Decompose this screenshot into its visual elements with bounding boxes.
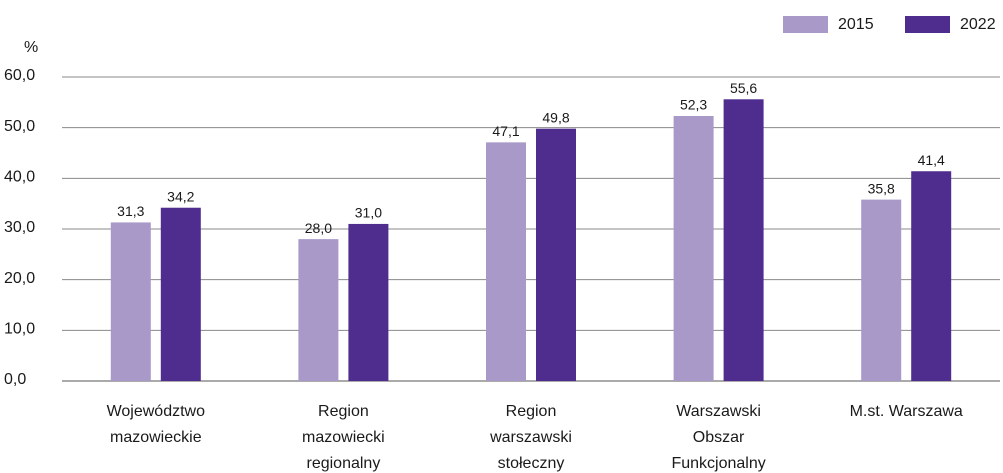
y-tick-label: 10,0 [4, 321, 35, 338]
bar [486, 142, 526, 381]
value-label: 47,1 [492, 123, 519, 139]
x-tick-label: Województwo [107, 403, 206, 420]
y-tick-label: 40,0 [4, 169, 35, 186]
bar [861, 199, 902, 381]
y-tick-label: 50,0 [4, 118, 35, 135]
y-tick-label: 60,0 [4, 67, 35, 84]
legend-label: 2015 [838, 16, 874, 33]
y-tick-label: 0,0 [4, 371, 26, 388]
y-tick-label: 20,0 [4, 270, 35, 287]
value-label: 41,4 [918, 152, 945, 168]
x-tick-label: M.st. Warszawa [850, 403, 963, 420]
x-tick-label: Funkcjonalny [671, 455, 765, 472]
value-label: 35,8 [868, 180, 895, 196]
y-tick-label: 30,0 [4, 219, 35, 236]
bar [911, 171, 952, 381]
bar [536, 128, 576, 381]
bar [110, 222, 151, 381]
value-label: 52,3 [680, 97, 707, 113]
x-tick-label: regionalny [306, 455, 380, 472]
bar [298, 239, 339, 381]
value-label: 31,0 [355, 205, 382, 221]
x-tick-label: warszawski [489, 429, 572, 446]
legend-label: 2022 [960, 16, 996, 33]
value-label: 49,8 [542, 109, 569, 125]
bar [673, 116, 714, 381]
bar [723, 99, 764, 381]
x-tick-label: stołeczny [498, 455, 565, 472]
x-tick-label: Region [506, 403, 557, 420]
x-tick-label: Obszar [693, 429, 745, 446]
value-label: 31,3 [117, 203, 144, 219]
legend-swatch [783, 16, 828, 33]
value-label: 55,6 [730, 80, 757, 96]
x-tick-label: mazowieckie [110, 429, 202, 446]
value-label: 34,2 [167, 188, 194, 204]
x-tick-label: Region [318, 403, 369, 420]
bar [348, 223, 389, 381]
legend-swatch [905, 16, 950, 33]
x-tick-label: Warszawski [676, 403, 761, 420]
bar [160, 207, 201, 381]
y-axis-label: % [24, 39, 38, 56]
value-label: 28,0 [305, 220, 332, 236]
x-tick-label: mazowiecki [302, 429, 385, 446]
